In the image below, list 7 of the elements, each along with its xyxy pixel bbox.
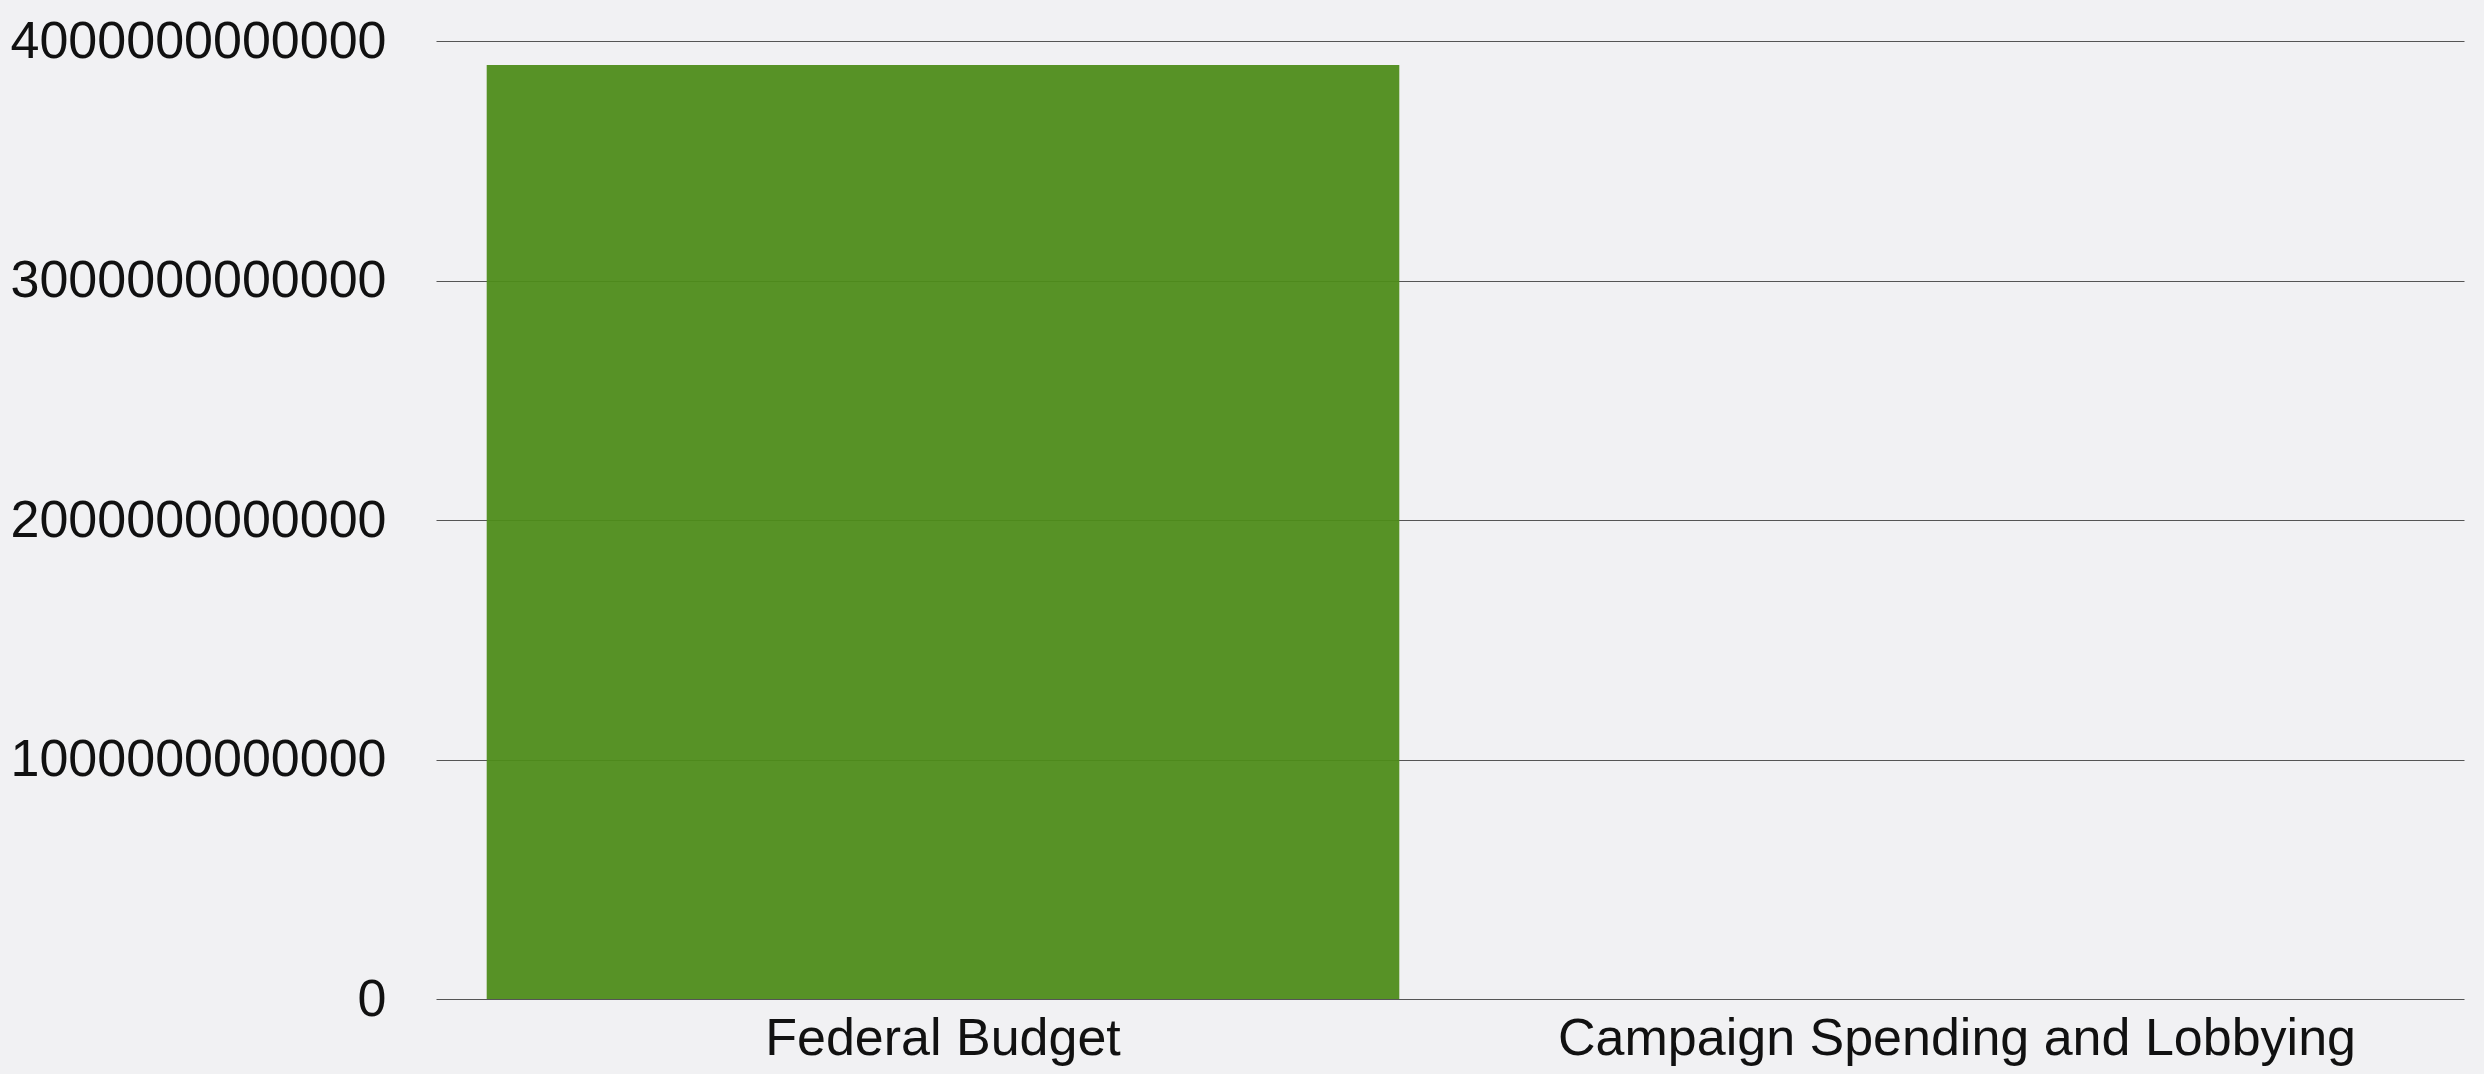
x-tick-label: Campaign Spending and Lobbying: [1558, 1007, 2356, 1066]
y-tick-label: 3000000000000: [10, 250, 387, 308]
y-tick-label: 4000000000000: [10, 10, 387, 69]
x-tick-label: Federal Budget: [765, 1007, 1122, 1066]
y-tick-label: 1000000000000: [10, 729, 387, 787]
y-tick-label: 2000000000000: [10, 489, 387, 548]
y-tick-label: 0: [357, 968, 387, 1027]
